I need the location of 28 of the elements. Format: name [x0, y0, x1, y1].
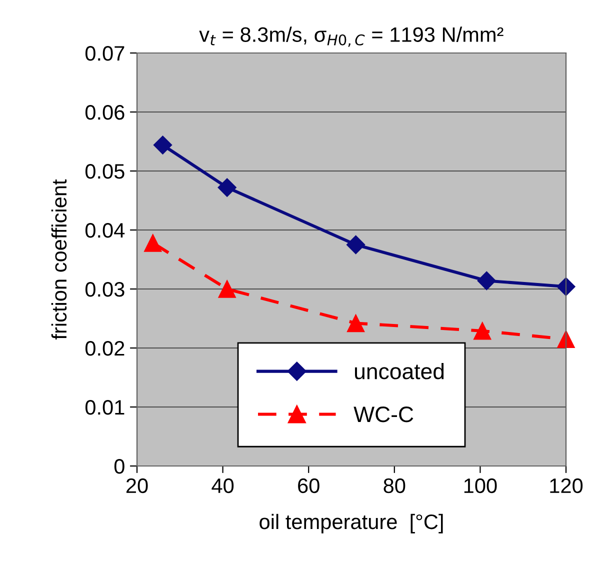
- legend-label: uncoated: [355, 362, 444, 380]
- y-tick-label: 0.06: [85, 105, 124, 120]
- x-tick-label: 80: [384, 478, 406, 494]
- point: [557, 330, 575, 348]
- x-axis-title: oil temperature [°C]: [260, 514, 443, 534]
- point: [477, 271, 496, 290]
- point: [346, 314, 365, 332]
- legend-label: WC-C: [354, 406, 414, 422]
- y-tick-label: 0.07: [85, 46, 124, 61]
- chart-title: v$_{t}$ = 8.3m/s, σ$_{H0,C}$ = 1193 N/mm²: [199, 26, 504, 47]
- y-tick-label: 0.05: [85, 164, 124, 179]
- y-axis-title: friction coefficient: [51, 179, 67, 340]
- y-tick-label: 0.01: [85, 400, 124, 415]
- point: [346, 235, 366, 254]
- point: [218, 280, 236, 298]
- point: [473, 322, 492, 340]
- y-tick-label: 0.03: [85, 282, 124, 297]
- y-tick-label: 0: [114, 459, 124, 474]
- x-tick-label: 20: [126, 478, 148, 494]
- point: [218, 178, 236, 197]
- x-tick-label: 120: [550, 478, 583, 494]
- y-tick-label: 0.04: [85, 223, 125, 238]
- x-tick-label: 40: [212, 478, 234, 494]
- x-tick-label: 60: [298, 478, 320, 494]
- x-tick-label: 100: [464, 478, 497, 494]
- y-tick-label: 0.02: [85, 341, 124, 356]
- point: [144, 234, 162, 252]
- point: [153, 136, 172, 154]
